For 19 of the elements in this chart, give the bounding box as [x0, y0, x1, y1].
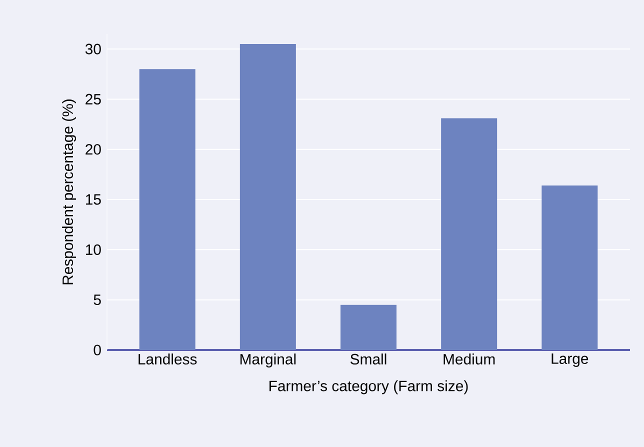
x-tick-label: Small: [350, 354, 386, 364]
bar: [139, 69, 196, 350]
y-axis-title: Respondent percentage (%): [62, 100, 76, 284]
x-tick-label: Landless: [138, 354, 197, 364]
y-tick-label: 5: [94, 294, 101, 306]
y-tick-label: 15: [86, 194, 101, 205]
x-axis-title: Farmer’s category (Farm size): [270, 380, 468, 394]
bar: [542, 185, 598, 350]
y-tick-label: 10: [86, 244, 101, 255]
y-tick-label: 30: [85, 44, 101, 54]
bar: [240, 44, 296, 350]
x-tick-label: Large: [552, 354, 588, 367]
y-tick-label: 20: [86, 144, 101, 155]
y-tick-label: 25: [86, 94, 101, 104]
x-tick-label: Marginal: [240, 354, 296, 368]
x-tick-label: Medium: [444, 354, 495, 364]
bar: [441, 118, 498, 350]
bar: [340, 304, 397, 350]
y-tick-label: 0: [94, 344, 101, 356]
